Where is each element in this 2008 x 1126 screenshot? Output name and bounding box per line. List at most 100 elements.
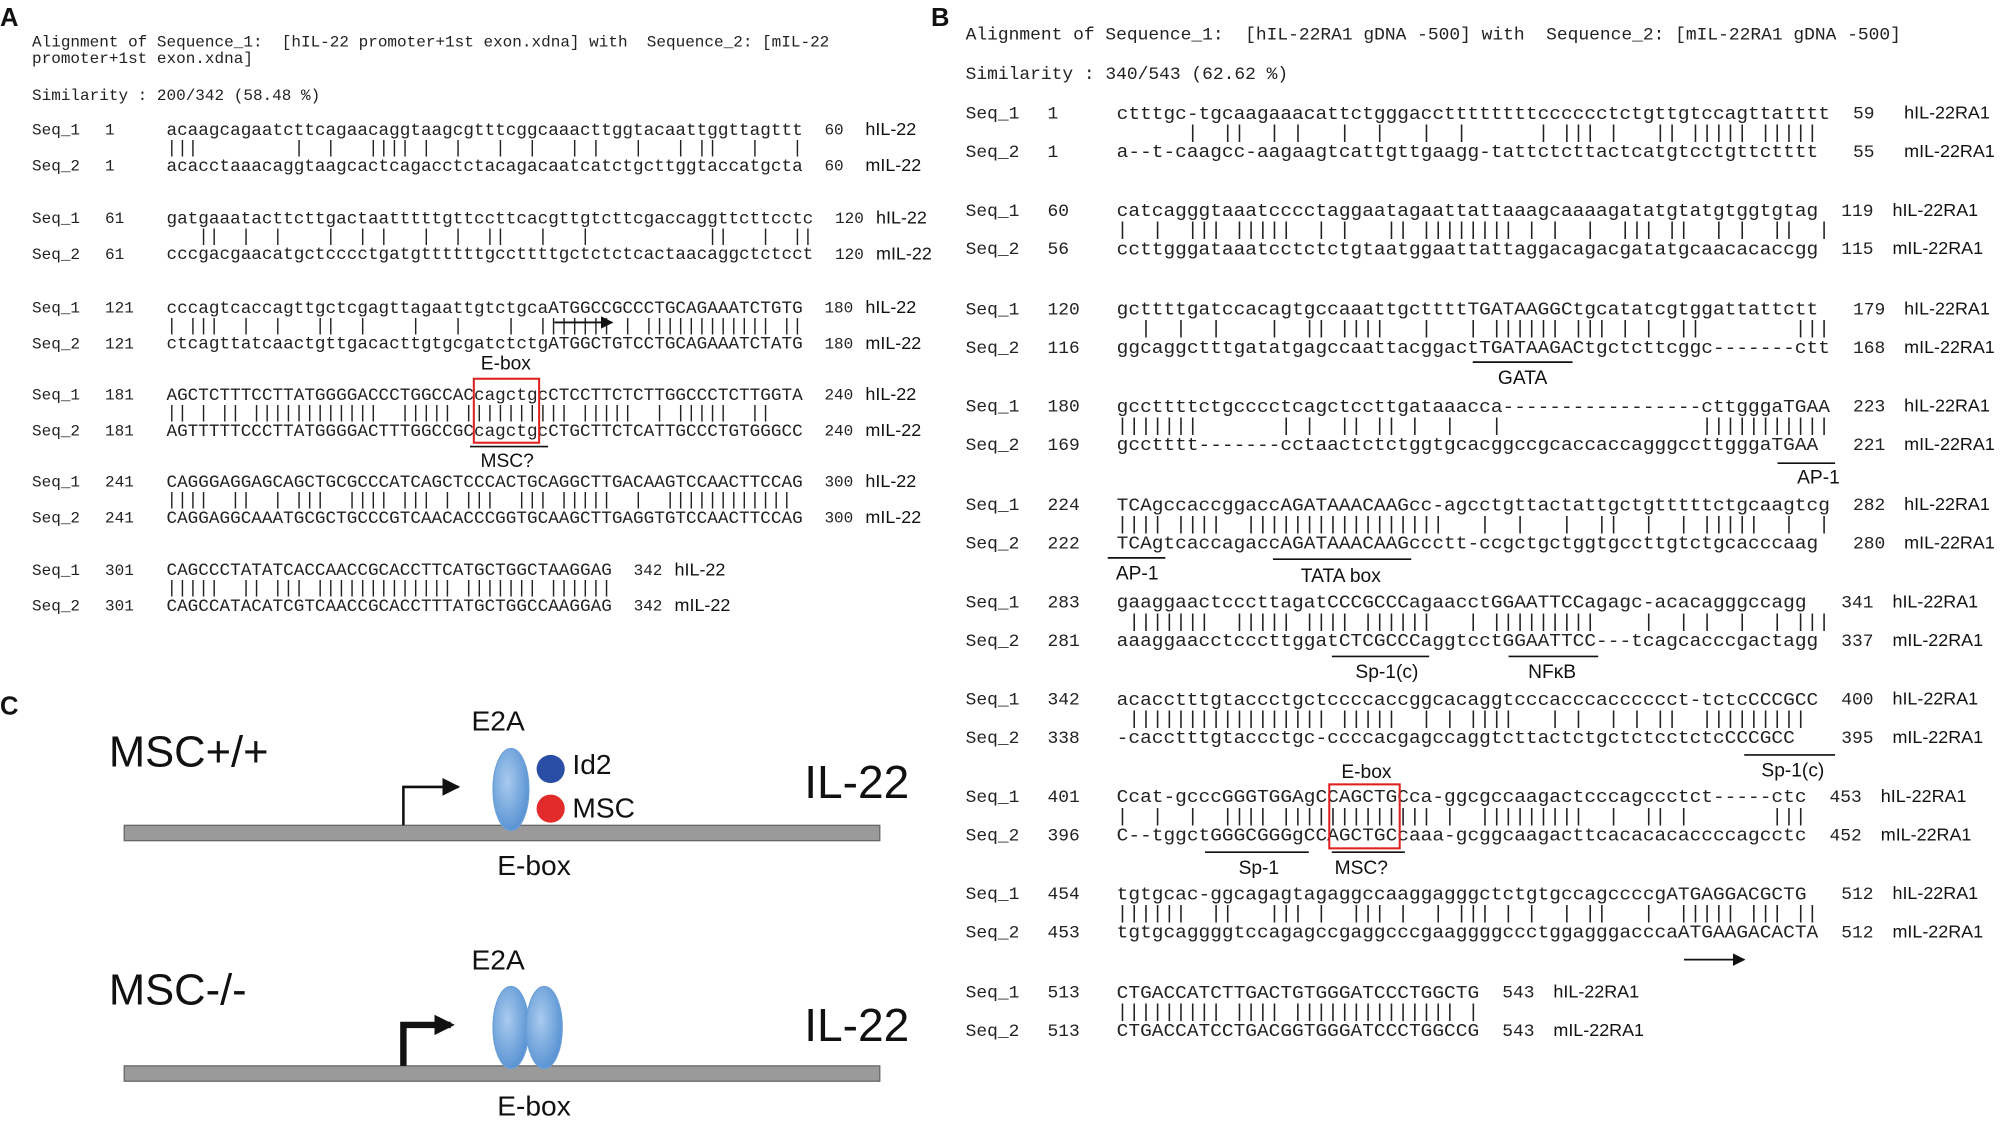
seq-name: mIL-22RA1 xyxy=(1892,727,1983,747)
seq-start: 301 xyxy=(105,562,134,580)
seq-end: 342 xyxy=(634,598,663,616)
seq-name: hIL-22RA1 xyxy=(1892,200,1978,220)
match-line: | ||| | | || | | | | ||||||| | |||||||||… xyxy=(166,318,802,337)
match-line: |||| || | ||| |||| ||| | ||| ||| ||||| |… xyxy=(166,492,792,511)
annotation: AP-1 xyxy=(1797,468,1840,489)
seq-start: 1 xyxy=(105,158,115,176)
seq-name: hIL-22 xyxy=(865,297,916,317)
panel-label: C xyxy=(0,692,18,720)
seq-name: mIL-22 xyxy=(865,333,921,353)
similarity: Similarity : 200/342 (58.48 %) xyxy=(32,87,320,105)
match-line: | | | |||| ||||||||||||| | ||||||||| | |… xyxy=(1117,806,1807,827)
sequence: CTGACCATCCTGACGGTGGGATCCCTGGCCG xyxy=(1117,1021,1479,1042)
seq-label: Seq_2 xyxy=(966,1022,1020,1042)
seq-start: 61 xyxy=(105,246,124,264)
seq-name: hIL-22 xyxy=(865,384,916,404)
seq-start: 120 xyxy=(1048,300,1080,320)
annotation: NFκB xyxy=(1528,662,1576,683)
ebox-label: E-box xyxy=(1341,762,1392,783)
seq-end: 221 xyxy=(1853,436,1885,456)
seq-end: 240 xyxy=(824,422,853,440)
seq-start: 281 xyxy=(1048,632,1080,652)
e2a-protein xyxy=(525,985,563,1070)
promoter-dna xyxy=(123,1065,881,1082)
seq-label: Seq_2 xyxy=(966,924,1020,944)
seq-end: 115 xyxy=(1841,240,1873,260)
seq-label: Seq_2 xyxy=(966,826,1020,846)
ebox-label: E-box xyxy=(497,1091,571,1122)
match-line: || | | | | | | | || | | || | || xyxy=(166,228,813,247)
seq-end: 342 xyxy=(634,562,663,580)
seq-label: Seq_1 xyxy=(32,562,80,580)
seq-start: 181 xyxy=(105,422,134,440)
seq-label: Seq_2 xyxy=(32,509,80,527)
seq-name: hIL-22 xyxy=(865,471,916,491)
alignment-header: Alignment of Sequence_1: [hIL-22 promote… xyxy=(32,33,829,51)
seq-end: 280 xyxy=(1853,535,1885,555)
ebox-label: E-box xyxy=(497,850,571,881)
protein-label: Id2 xyxy=(572,749,611,780)
sequence: TCAgccaccggaccAGATAAACAAGcc-agcctgttacta… xyxy=(1117,495,1830,516)
match-line: | | ||| ||||| | | || |||||||| | | | ||| … xyxy=(1117,220,1830,241)
seq-name: hIL-22RA1 xyxy=(1904,298,1990,318)
seq-start: 61 xyxy=(105,210,124,228)
seq-label: Seq_1 xyxy=(966,300,1020,320)
match-line: ||||| || ||| ||||||||||||| ||||||| |||||… xyxy=(166,580,611,599)
seq-name: mIL-22RA1 xyxy=(1904,141,1995,161)
seq-end: 119 xyxy=(1841,202,1873,222)
annotation: MSC? xyxy=(1335,858,1388,879)
seq-end: 341 xyxy=(1841,593,1873,613)
sequence: -cacctttgtaccctgc-ccccacgagccaggtcttactc… xyxy=(1117,728,1795,749)
sequence: tgtgcaggggtccagagccgaggcccgaaggggccctgga… xyxy=(1117,923,1819,944)
seq-name: hIL-22RA1 xyxy=(1881,786,1967,806)
seq-name: mIL-22 xyxy=(876,243,932,263)
sequence: ctttgc-tgcaagaaacattctgggaccttttttttcccc… xyxy=(1117,104,1830,125)
annotation: Sp-1(c) xyxy=(1761,761,1824,782)
seq-name: mIL-22RA1 xyxy=(1553,1020,1644,1040)
match-line: |||||| || ||| | ||| | | ||| | | | || | |… xyxy=(1117,904,1819,925)
match-line: ||| | | |||| | | | | | | | | || | | xyxy=(166,140,813,159)
seq-start: 338 xyxy=(1048,729,1080,749)
alignment-header: Alignment of Sequence_1: [hIL-22RA1 gDNA… xyxy=(966,25,1901,45)
sequence: tgtgcac-ggcagagtagaggccaaggagggctctgtgcc… xyxy=(1117,884,1807,905)
seq-label: Seq_1 xyxy=(966,885,1020,905)
gene-label: IL-22 xyxy=(804,756,909,808)
seq-end: 180 xyxy=(824,300,853,318)
seq-start: 454 xyxy=(1048,885,1080,905)
seq-label: Seq_1 xyxy=(966,691,1020,711)
sequence: aaaggaacctcccttggatCTCGCCCaggtcctGGAATTC… xyxy=(1117,631,1819,652)
sequence: acaagcagaatcttcagaacaggtaagcgtttcggcaaac… xyxy=(166,122,802,141)
sequence: ccttgggataaatcctctctgtaatggaattattaggaca… xyxy=(1117,239,1819,260)
seq-name: hIL-22 xyxy=(876,208,927,228)
seq-start: 222 xyxy=(1048,535,1080,555)
sequence: CAGCCCTATATCACCAACCGCACCTTCATGCTGGCTAAGG… xyxy=(166,562,611,581)
sequence: gaaggaactcccttagatCCCGCCCagaacctGGAATTCC… xyxy=(1117,593,1807,614)
protein-label: E2A xyxy=(472,945,525,976)
sequence: gcctttt-------cctaactctctggtgcacggccgcac… xyxy=(1117,435,1819,456)
seq-label: Seq_1 xyxy=(966,788,1020,808)
seq-end: 60 xyxy=(824,122,843,140)
seq-end: 223 xyxy=(1853,398,1885,418)
seq-start: 453 xyxy=(1048,924,1080,944)
seq-name: hIL-22RA1 xyxy=(1892,883,1978,903)
seq-name: mIL-22RA1 xyxy=(1904,533,1995,553)
seq-end: 282 xyxy=(1853,496,1885,516)
seq-label: Seq_2 xyxy=(966,143,1020,163)
alignment-header: promoter+1st exon.xdna] xyxy=(32,50,253,68)
seq-end: 512 xyxy=(1841,885,1873,905)
sequence: acacctttgtaccctgctccccaccggcacaggtcccacc… xyxy=(1117,690,1819,711)
tss-arrow xyxy=(400,1014,455,1066)
seq-end: 400 xyxy=(1841,691,1873,711)
match-line: |||| |||| ||||||||||||||||| | | | || | |… xyxy=(1117,515,1830,536)
sequence: CAGGAGGCAAATGCGCTGCCCGTCAACACCCGGTGCAAGC… xyxy=(166,510,802,529)
seq-start: 513 xyxy=(1048,1022,1080,1042)
seq-end: 179 xyxy=(1853,300,1885,320)
match-line: ||||||| | | || || | | | ||||||||||| xyxy=(1117,416,1830,437)
msc-protein xyxy=(536,794,565,823)
seq-name: mIL-22RA1 xyxy=(1904,434,1995,454)
seq-label: Seq_1 xyxy=(966,984,1020,1004)
seq-end: 168 xyxy=(1853,339,1885,359)
seq-end: 59 xyxy=(1853,105,1875,125)
seq-name: hIL-22RA1 xyxy=(1904,103,1990,123)
ebox-highlight xyxy=(1328,783,1401,850)
